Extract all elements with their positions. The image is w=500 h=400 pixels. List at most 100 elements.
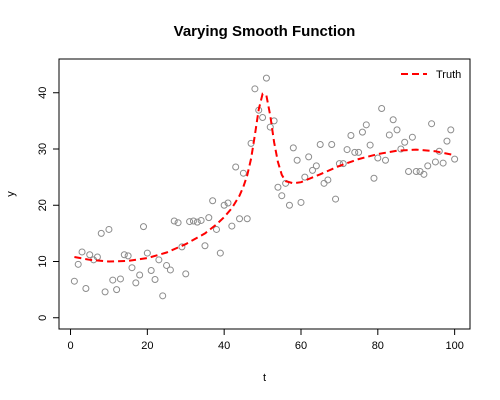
data-point bbox=[105, 225, 113, 233]
data-point bbox=[289, 144, 297, 152]
data-point bbox=[381, 156, 389, 164]
data-point bbox=[339, 160, 347, 168]
truth-line-group bbox=[74, 92, 455, 263]
data-point bbox=[116, 275, 124, 283]
data-point bbox=[174, 219, 182, 227]
chart-title: Varying Smooth Function bbox=[174, 23, 356, 40]
data-point bbox=[285, 201, 293, 209]
data-point bbox=[370, 174, 378, 182]
data-point bbox=[236, 215, 244, 223]
data-point bbox=[251, 85, 259, 93]
truth-line bbox=[74, 92, 455, 263]
x-tick-label: 80 bbox=[372, 340, 384, 352]
data-point bbox=[189, 217, 197, 225]
data-point bbox=[78, 248, 86, 256]
plot-area bbox=[58, 58, 471, 330]
data-point bbox=[358, 128, 366, 136]
data-points bbox=[70, 74, 459, 300]
data-point bbox=[120, 251, 128, 259]
y-tick-label: 40 bbox=[37, 87, 49, 99]
legend-label-truth: Truth bbox=[436, 69, 461, 81]
data-point bbox=[366, 141, 374, 149]
data-point bbox=[316, 141, 324, 148]
data-point bbox=[97, 229, 105, 237]
data-point bbox=[282, 179, 290, 187]
data-point bbox=[266, 123, 274, 131]
data-point bbox=[309, 166, 317, 174]
data-point bbox=[86, 251, 94, 259]
data-point bbox=[262, 74, 270, 82]
y-tick-label: 20 bbox=[37, 199, 49, 211]
y-tick-label: 10 bbox=[37, 255, 49, 267]
data-point bbox=[362, 121, 370, 129]
data-point bbox=[274, 183, 282, 191]
y-tick-label: 30 bbox=[37, 143, 49, 155]
data-point bbox=[70, 277, 78, 285]
x-tick-label: 20 bbox=[141, 340, 153, 352]
data-point bbox=[431, 158, 439, 166]
y-axis: 0 10 20 30 40 bbox=[37, 87, 60, 321]
data-point bbox=[301, 173, 309, 181]
x-axis: 0 20 40 60 80 100 bbox=[67, 328, 464, 352]
x-tick-label: 0 bbox=[67, 340, 73, 352]
y-tick-label: 0 bbox=[37, 315, 49, 321]
data-point bbox=[178, 243, 186, 251]
data-point bbox=[378, 105, 386, 112]
data-point bbox=[320, 179, 328, 187]
x-axis-label: t bbox=[263, 372, 266, 384]
data-point bbox=[74, 260, 82, 268]
data-point bbox=[128, 264, 136, 272]
data-point bbox=[424, 162, 432, 170]
data-point bbox=[443, 137, 451, 145]
data-point bbox=[412, 168, 420, 175]
data-point bbox=[163, 261, 171, 269]
y-axis-label: y bbox=[5, 191, 17, 197]
data-point bbox=[220, 201, 228, 209]
x-tick-label: 100 bbox=[445, 340, 463, 352]
data-point bbox=[420, 170, 428, 178]
data-point bbox=[216, 249, 224, 257]
data-point bbox=[140, 223, 148, 231]
data-point bbox=[82, 285, 90, 292]
data-point bbox=[155, 256, 163, 264]
data-point bbox=[197, 216, 205, 224]
data-point bbox=[101, 288, 109, 296]
data-point bbox=[355, 148, 363, 156]
data-point bbox=[297, 198, 305, 206]
data-point bbox=[278, 192, 286, 200]
data-point bbox=[401, 138, 409, 146]
data-point bbox=[170, 217, 178, 225]
x-tick-label: 40 bbox=[218, 340, 230, 352]
data-point bbox=[224, 199, 232, 207]
data-point bbox=[389, 116, 397, 124]
data-point bbox=[305, 153, 313, 161]
data-point bbox=[151, 276, 159, 283]
data-point bbox=[343, 146, 351, 154]
data-point bbox=[186, 218, 194, 226]
data-point bbox=[147, 267, 155, 274]
data-point bbox=[332, 195, 340, 203]
data-point bbox=[324, 176, 332, 184]
data-point bbox=[312, 162, 320, 170]
data-point bbox=[293, 156, 301, 164]
data-point bbox=[439, 159, 447, 167]
data-point bbox=[232, 163, 240, 171]
data-point bbox=[143, 249, 151, 257]
data-point bbox=[113, 286, 121, 294]
data-point bbox=[193, 218, 201, 226]
data-point bbox=[228, 222, 236, 230]
plot-frame bbox=[58, 58, 471, 330]
data-point bbox=[212, 225, 220, 233]
data-point bbox=[397, 145, 405, 153]
data-point bbox=[374, 154, 382, 162]
data-point bbox=[209, 197, 217, 205]
legend: Truth bbox=[401, 69, 461, 81]
data-point bbox=[428, 120, 436, 128]
data-point bbox=[385, 131, 393, 139]
data-point bbox=[347, 132, 355, 139]
data-point bbox=[201, 242, 209, 250]
data-point bbox=[243, 215, 251, 223]
data-point bbox=[239, 169, 247, 177]
data-point bbox=[447, 126, 455, 134]
